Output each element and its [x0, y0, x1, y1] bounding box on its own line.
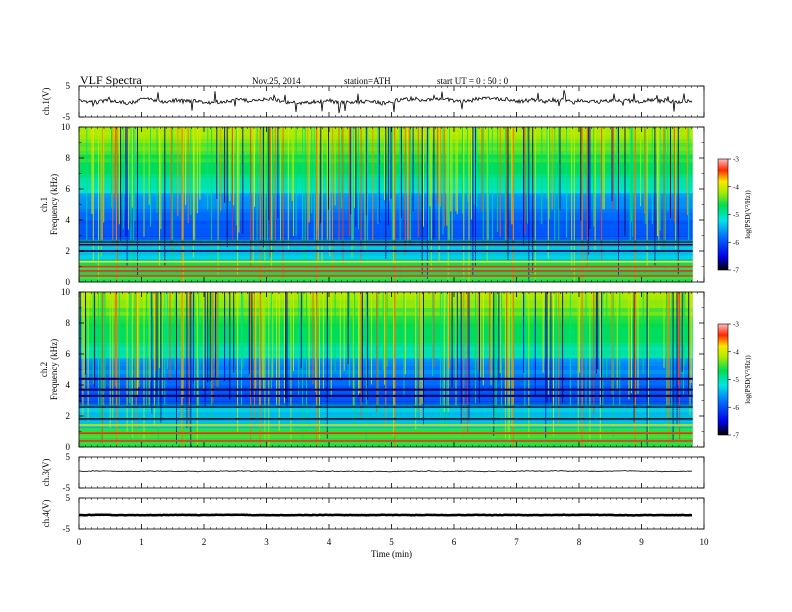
spectrogram-band: [79, 260, 693, 263]
x-tick-label: 4: [327, 537, 332, 547]
y-tick-label: 6: [66, 349, 71, 359]
x-tick-label: 2: [202, 537, 207, 547]
spectrogram-band: [79, 274, 693, 277]
waveform-ch4-ylabel: ch.4(V): [41, 500, 51, 528]
y-tick-label: 5: [66, 452, 71, 462]
spectrogram-band: [79, 388, 693, 391]
spectrogram-band: [79, 270, 693, 273]
colorbar-tick-label: -7: [733, 432, 739, 440]
x-tick-label: 1: [139, 537, 144, 547]
spectrogram-cell: [79, 427, 693, 432]
colorbar-tick-label: -7: [733, 267, 739, 275]
station-label: station=ATH: [344, 76, 391, 86]
spectrogram-cell: [79, 262, 693, 267]
y-tick-label: -5: [63, 483, 71, 493]
spectrogram-cell: [79, 278, 693, 283]
spectrogram-ch2-colorbar: [717, 323, 729, 436]
y-tick-label: 2: [66, 411, 71, 421]
waveform-ch3-ylabel: ch.3(V): [41, 459, 51, 487]
y-tick-label: -5: [63, 524, 71, 534]
spectrogram-ch1-ylabel: Frequency (kHz): [49, 174, 59, 235]
spectrogram-band: [79, 432, 693, 435]
y-tick-label: -5: [63, 112, 71, 122]
x-axis-label: Time (min): [371, 549, 412, 559]
waveform-ch1-group: [78, 90, 693, 114]
y-tick-label: 5: [66, 493, 71, 503]
colorbar-tick-label: -6: [733, 239, 739, 247]
spectrogram-ch1-group: [79, 127, 693, 283]
start-time-label: start UT = 0 : 50 : 0: [437, 76, 509, 86]
x-tick-label: 0: [77, 537, 82, 547]
waveform-ch1-trace: [78, 90, 693, 114]
y-tick-label: 0: [66, 442, 71, 452]
colorbar-tick-label: -4: [733, 348, 739, 356]
colorbar-tick-label: -4: [733, 183, 739, 191]
y-tick-label: 5: [66, 81, 71, 91]
y-tick-label: 8: [66, 318, 71, 328]
spectrogram-band: [79, 265, 693, 268]
spectrogram-ch1-channel-label: ch.1: [39, 197, 49, 212]
x-tick-label: 9: [639, 537, 644, 547]
date-label: Nov.25, 2014: [252, 76, 301, 86]
waveform-ch1-ylabel: ch.1(V): [41, 88, 51, 116]
spectrogram-band: [79, 394, 693, 397]
waveform-ch3-group: [78, 470, 693, 473]
waveform-ch4-group: [78, 513, 692, 517]
spectrogram-band: [79, 439, 693, 442]
x-tick-label: 7: [514, 537, 519, 547]
spectrogram-ch2-channel-label: ch.2: [39, 362, 49, 377]
spectrogram-cell: [79, 443, 693, 448]
spectrogram-ch1-colorbar: [717, 158, 729, 271]
colorbar-tick-label: -5: [733, 376, 739, 384]
x-tick-label: 6: [452, 537, 457, 547]
y-tick-label: 10: [61, 287, 71, 297]
y-tick-label: 4: [66, 215, 71, 225]
spectrogram-band: [79, 418, 693, 421]
waveform-ch4-trace: [78, 513, 692, 517]
x-tick-label: 5: [389, 537, 394, 547]
y-tick-label: 2: [66, 246, 71, 256]
x-tick-label: 8: [577, 537, 582, 547]
y-tick-label: 0: [66, 277, 71, 287]
figure-title: VLF Spectra: [80, 73, 142, 87]
spectrogram-ch2-ylabel: Frequency (kHz): [49, 339, 59, 400]
y-tick-label: 10: [61, 122, 71, 132]
y-tick-label: 6: [66, 184, 71, 194]
colorbar-tick-label: -5: [733, 211, 739, 219]
spectrogram-cell: [79, 270, 693, 275]
x-tick-label: 3: [264, 537, 269, 547]
spectrogram-ch2-group: [79, 292, 693, 448]
spectrogram-ch2-colorbar-label: log(PSD(V²/Hz)): [744, 355, 752, 404]
colorbar-tick-label: -6: [733, 404, 739, 412]
colorbar-tick-label: -3: [733, 321, 739, 329]
spectrogram-cell: [79, 435, 693, 440]
y-tick-label: 8: [66, 153, 71, 163]
colorbar-tick-label: -3: [733, 156, 739, 164]
spectrogram-band: [79, 377, 693, 380]
x-tick-label: 10: [700, 537, 710, 547]
y-tick-label: 4: [66, 380, 71, 390]
spectrogram-cell: [79, 266, 693, 271]
spectrogram-ch1-colorbar-label: log(PSD(V²/Hz)): [744, 190, 752, 239]
spectrogram-band: [79, 243, 693, 246]
waveform-ch3-trace: [78, 470, 693, 473]
